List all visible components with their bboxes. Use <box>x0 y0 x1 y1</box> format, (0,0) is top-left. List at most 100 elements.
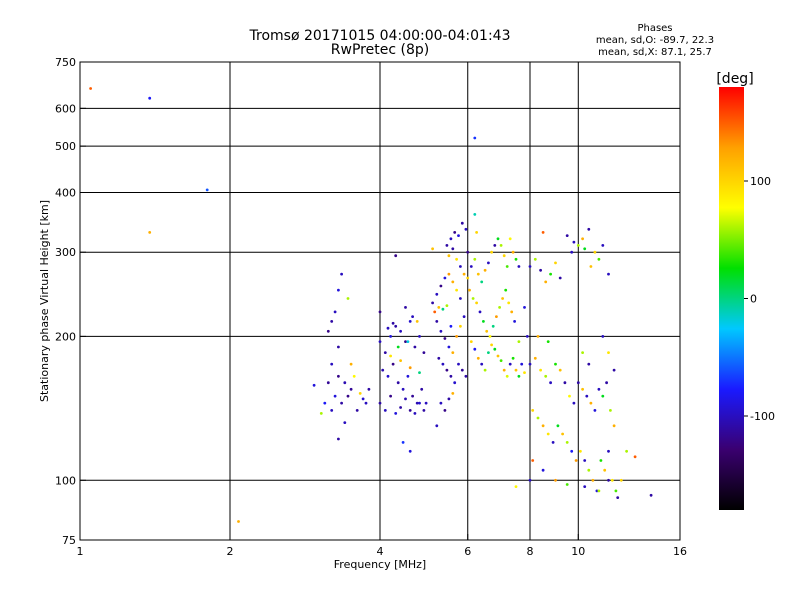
y-tick-label: 600 <box>55 102 76 115</box>
data-point <box>568 394 571 398</box>
data-point <box>528 478 532 482</box>
data-point <box>551 441 555 444</box>
data-point <box>333 310 337 314</box>
data-point <box>445 244 449 247</box>
data-point <box>445 304 449 307</box>
data-point <box>585 394 589 398</box>
data-point <box>457 234 460 238</box>
data-point <box>649 493 653 497</box>
data-point <box>589 265 593 268</box>
data-point <box>451 280 455 284</box>
data-point <box>319 412 323 415</box>
data-point <box>498 306 501 309</box>
data-point <box>587 362 591 366</box>
data-point <box>572 401 576 405</box>
data-point <box>459 265 462 268</box>
data-point <box>609 409 612 412</box>
y-tick-label: 750 <box>55 56 76 69</box>
data-point <box>422 409 426 412</box>
data-point <box>597 387 601 391</box>
data-point <box>583 247 587 251</box>
data-point <box>457 362 460 366</box>
data-point <box>469 265 473 268</box>
data-point <box>415 320 419 323</box>
data-point <box>579 449 582 453</box>
data-point <box>616 496 620 499</box>
data-point <box>633 455 637 459</box>
data-point <box>533 356 537 360</box>
data-point <box>610 478 614 482</box>
data-point <box>391 321 395 325</box>
data-point <box>401 441 405 444</box>
data-point <box>447 397 451 401</box>
data-point <box>451 247 455 251</box>
data-point <box>413 345 417 349</box>
data-point <box>589 401 593 405</box>
data-point <box>460 221 464 225</box>
data-point <box>487 261 490 265</box>
y-tick-labels: 75 100 200 300 400 500 600 750 <box>55 56 86 547</box>
data-point <box>441 362 445 366</box>
data-point <box>473 213 477 216</box>
data-point <box>554 362 557 366</box>
data-point <box>333 394 337 398</box>
data-point <box>455 288 458 292</box>
data-point <box>583 459 587 462</box>
data-point <box>453 231 457 234</box>
data-point <box>381 368 385 372</box>
data-point <box>337 437 340 441</box>
data-point <box>466 250 470 254</box>
data-point <box>546 340 550 343</box>
y-tick-label: 75 <box>62 534 76 547</box>
data-point <box>480 280 484 284</box>
data-point <box>355 409 359 412</box>
data-point <box>517 340 521 343</box>
data-point <box>447 254 451 258</box>
phases-line-o: mean, sd,O: -89.7, 22.3 <box>596 35 714 46</box>
data-point <box>523 306 526 309</box>
data-point <box>389 335 392 338</box>
data-point <box>411 394 414 398</box>
data-point <box>408 449 412 453</box>
data-point <box>619 478 623 482</box>
data-point <box>408 320 412 323</box>
data-point <box>394 254 398 258</box>
data-point <box>491 324 495 328</box>
data-point <box>605 381 608 385</box>
data-point <box>475 301 478 305</box>
x-tick-label: 4 <box>377 545 384 558</box>
data-point <box>625 449 628 453</box>
data-point <box>367 387 371 391</box>
data-point <box>459 324 462 328</box>
data-point <box>386 326 390 330</box>
data-point <box>570 250 574 254</box>
data-point <box>485 329 489 333</box>
data-point <box>462 272 466 276</box>
data-point <box>361 397 365 401</box>
data-point <box>558 276 562 280</box>
data-point <box>514 257 518 261</box>
data-point <box>483 268 487 272</box>
data-point <box>443 409 447 412</box>
colorbar-ticks: 100 0 -100 <box>744 175 775 423</box>
data-point <box>340 272 343 276</box>
data-point <box>487 351 490 354</box>
data-point <box>572 240 576 244</box>
data-point <box>581 237 584 241</box>
data-point <box>490 250 493 254</box>
data-point <box>386 374 390 378</box>
data-point <box>383 409 387 412</box>
data-point <box>565 234 569 238</box>
data-point <box>437 306 441 309</box>
y-tick-label: 400 <box>55 186 76 199</box>
data-point <box>431 247 434 251</box>
data-point <box>501 297 504 300</box>
data-points <box>89 87 653 523</box>
data-point <box>528 265 532 268</box>
data-point <box>570 449 574 453</box>
data-point <box>597 489 601 493</box>
data-point <box>237 520 240 523</box>
data-point <box>563 381 567 385</box>
data-point <box>435 292 439 296</box>
data-point <box>507 301 511 305</box>
